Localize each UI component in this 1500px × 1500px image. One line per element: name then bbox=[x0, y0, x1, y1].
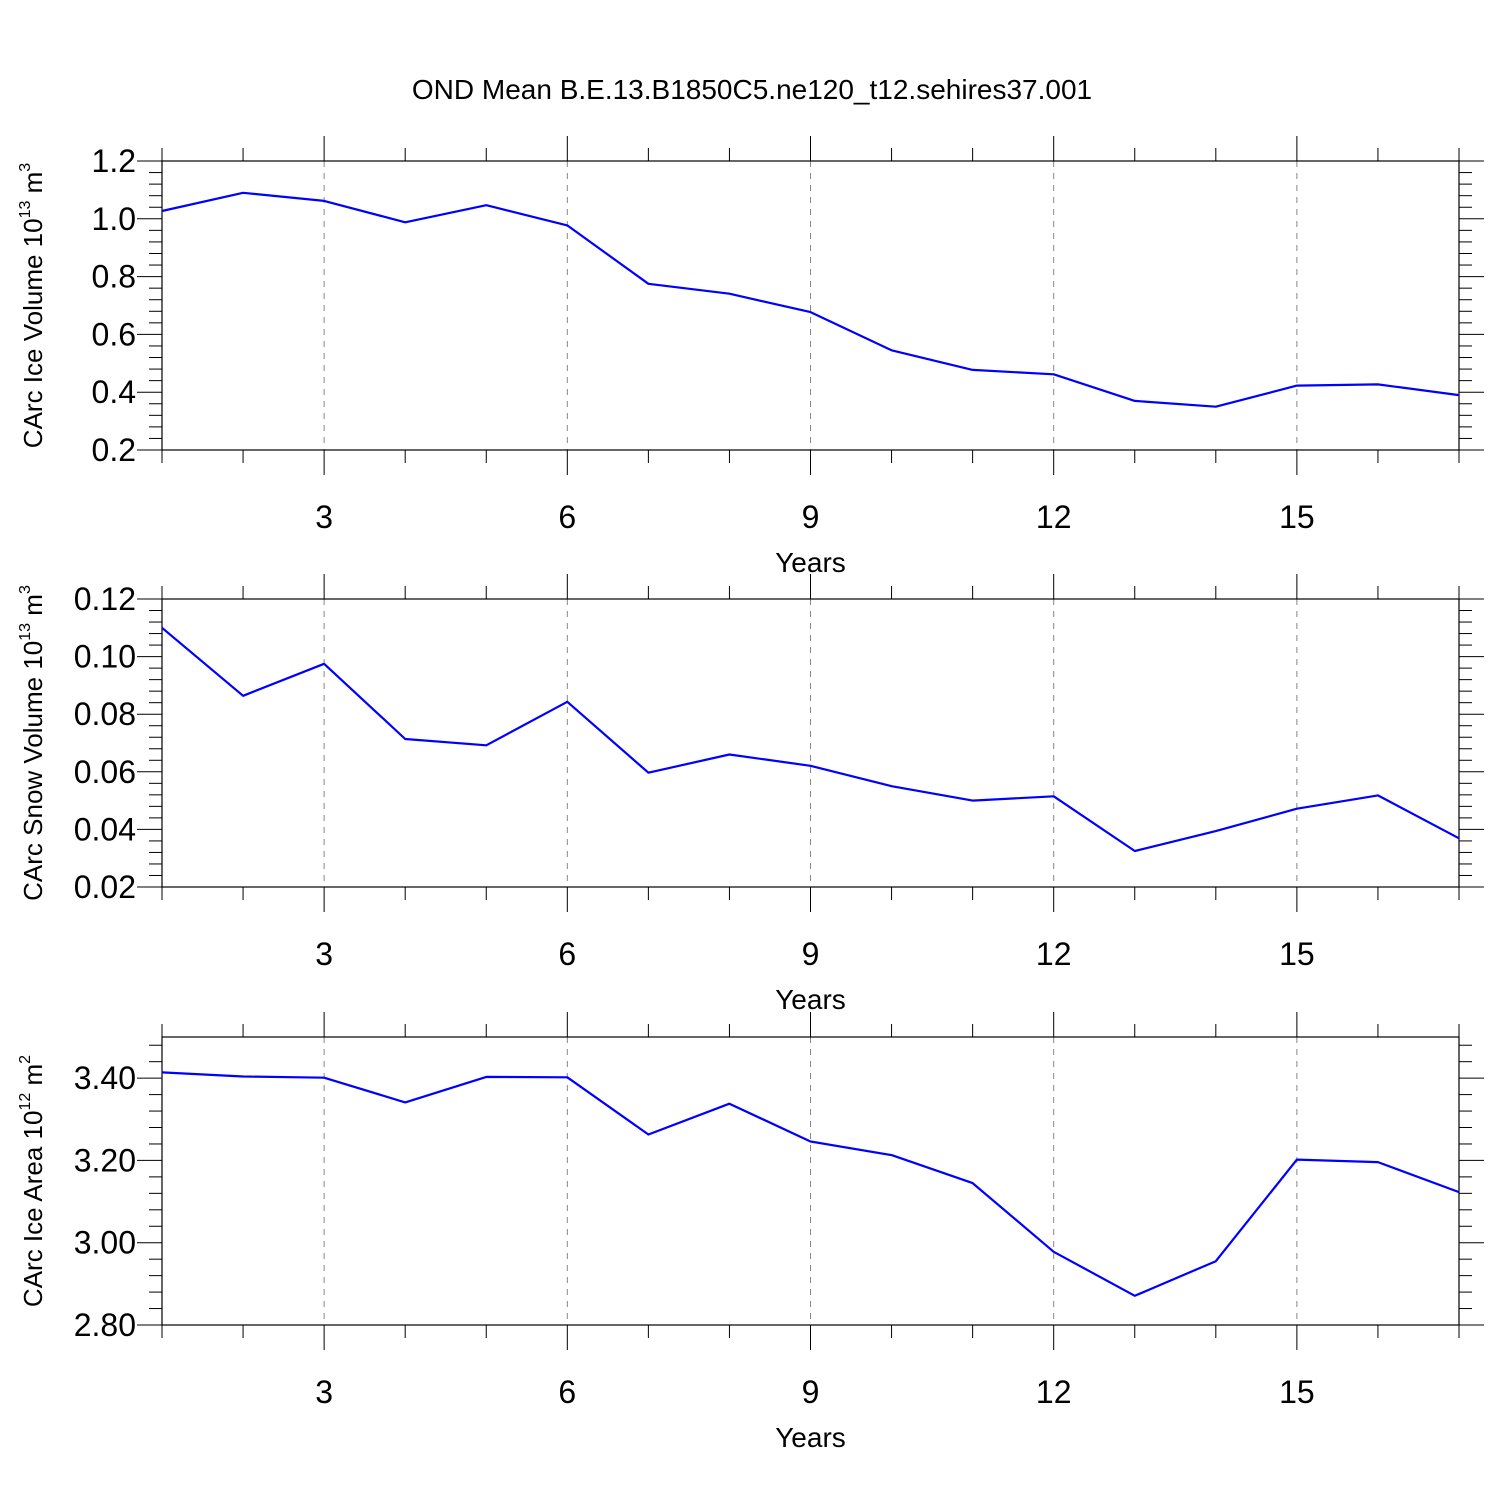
x-axis-label: Years bbox=[775, 984, 846, 1015]
x-axis-label: Years bbox=[775, 1422, 846, 1453]
x-tick-label: 12 bbox=[1036, 499, 1072, 535]
y-tick-label: 1.2 bbox=[92, 143, 136, 179]
y-axis-label: CArc Snow Volume 1013 m3 bbox=[17, 585, 48, 901]
y-tick-label: 3.40 bbox=[74, 1060, 136, 1096]
panel-2: 3 6 9 12 15 0.02 0.04 0.06 0.08 0.10 0.12 Years CArc… bbox=[17, 574, 1484, 1015]
series-line-1 bbox=[161, 191, 1460, 408]
x-tick-label: 6 bbox=[558, 499, 576, 535]
y-tick-label: 0.08 bbox=[74, 696, 136, 732]
x-tick-label: 9 bbox=[802, 1374, 820, 1410]
y-tick-label: 1.0 bbox=[92, 201, 136, 237]
y-axis-label: CArc Ice Area 1012 m2 bbox=[17, 1055, 48, 1307]
x-tick-label: 9 bbox=[802, 499, 820, 535]
x-tick-label: 12 bbox=[1036, 936, 1072, 972]
x-tick-label: 15 bbox=[1279, 499, 1315, 535]
x-tick-label: 3 bbox=[315, 1374, 333, 1410]
series-line-3 bbox=[161, 1071, 1460, 1297]
series-line-2 bbox=[161, 626, 1460, 853]
x-tick-label: 12 bbox=[1036, 1374, 1072, 1410]
panels: 3 6 9 12 15 0.2 0.4 0.6 0.8 1.0 1.2 Years CArc Ice V… bbox=[17, 136, 1484, 1453]
x-tick-label: 6 bbox=[558, 1374, 576, 1410]
y-tick-label: 0.4 bbox=[92, 374, 136, 410]
y-tick-label: 0.8 bbox=[92, 259, 136, 295]
x-tick-label: 6 bbox=[558, 936, 576, 972]
y-axis-label: CArc Ice Volume 1013 m3 bbox=[17, 163, 48, 448]
y-tick-label: 0.02 bbox=[74, 869, 136, 905]
y-tick-label: 3.20 bbox=[74, 1142, 136, 1178]
y-tick-label: 0.06 bbox=[74, 754, 136, 790]
x-tick-label: 3 bbox=[315, 499, 333, 535]
panel-1: 3 6 9 12 15 0.2 0.4 0.6 0.8 1.0 1.2 Years CArc Ice V… bbox=[17, 136, 1484, 578]
y-tick-label: 0.12 bbox=[74, 581, 136, 617]
y-tick-label: 0.04 bbox=[74, 811, 136, 847]
chart-title: OND Mean B.E.13.B1850C5.ne120_t12.sehire… bbox=[412, 74, 1092, 105]
x-tick-label: 15 bbox=[1279, 1374, 1315, 1410]
x-tick-label: 15 bbox=[1279, 936, 1315, 972]
panel-3: 3 6 9 12 15 2.80 3.00 3.20 3.40 Years CArc Ice Are… bbox=[17, 1012, 1484, 1453]
x-axis-label: Years bbox=[775, 547, 846, 578]
y-tick-label: 2.80 bbox=[74, 1307, 136, 1343]
x-tick-label: 9 bbox=[802, 936, 820, 972]
y-tick-label: 0.6 bbox=[92, 316, 136, 352]
y-tick-label: 3.00 bbox=[74, 1225, 136, 1261]
y-tick-label: 0.2 bbox=[92, 432, 136, 468]
x-tick-label: 3 bbox=[315, 936, 333, 972]
y-tick-label: 0.10 bbox=[74, 639, 136, 675]
